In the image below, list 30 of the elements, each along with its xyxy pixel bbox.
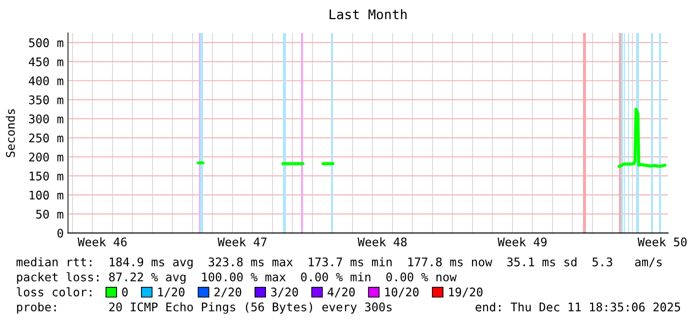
legend-label: 1/20 bbox=[158, 288, 184, 298]
y-tick-label: 150 m bbox=[30, 172, 64, 181]
y-tick-label: 450 m bbox=[28, 57, 64, 66]
legend-label: 10/20 bbox=[385, 288, 419, 298]
x-tick-label: Week 49 bbox=[498, 237, 547, 246]
legend-label: 2/20 bbox=[214, 288, 242, 298]
y-tick-label: 100 m bbox=[30, 190, 64, 200]
legend-label: 19/20 bbox=[449, 288, 482, 298]
y-tick-label: 250 m bbox=[29, 134, 64, 142]
y-tick-label: 0 bbox=[57, 228, 64, 238]
legend-title: loss color: bbox=[16, 287, 92, 296]
legend-label: 4/20 bbox=[328, 288, 355, 298]
chart-title: Last Month bbox=[330, 9, 407, 20]
x-tick-label: Week 48 bbox=[358, 237, 407, 246]
y-tick-label: 350 m bbox=[29, 95, 64, 104]
legend-label: 3/20 bbox=[271, 288, 298, 298]
x-tick-label: Week 50 bbox=[638, 237, 687, 246]
y-tick-label: 500 m bbox=[29, 38, 64, 48]
y-tick-label: 50 m bbox=[36, 210, 64, 219]
y-tick-label: 400 m bbox=[28, 76, 64, 86]
y-tick-label: 200 m bbox=[29, 152, 64, 162]
text: median rtt: 184.9 ms avg 323.8 ms max 173.7 ms min 177.8 ms now 35.1 ms sd 5.3 am/s bbox=[16, 257, 662, 269]
text: probe: 20 ICMP Echo Pings (56 Bytes) every 300s bbox=[17, 302, 392, 314]
y-axis-title: Seconds bbox=[6, 109, 15, 158]
x-tick-label: Week 46 bbox=[78, 237, 127, 246]
legend-label: 0 bbox=[122, 288, 128, 296]
text: end: Thu Dec 11 18:35:06 2025 bbox=[476, 302, 680, 312]
y-tick-label: 300 m bbox=[29, 114, 64, 124]
x-tick-label: Week 47 bbox=[218, 237, 267, 246]
text: packet loss: 87.22 % avg 100.00 % max 0.00 % min 0.00 % now bbox=[17, 272, 457, 284]
